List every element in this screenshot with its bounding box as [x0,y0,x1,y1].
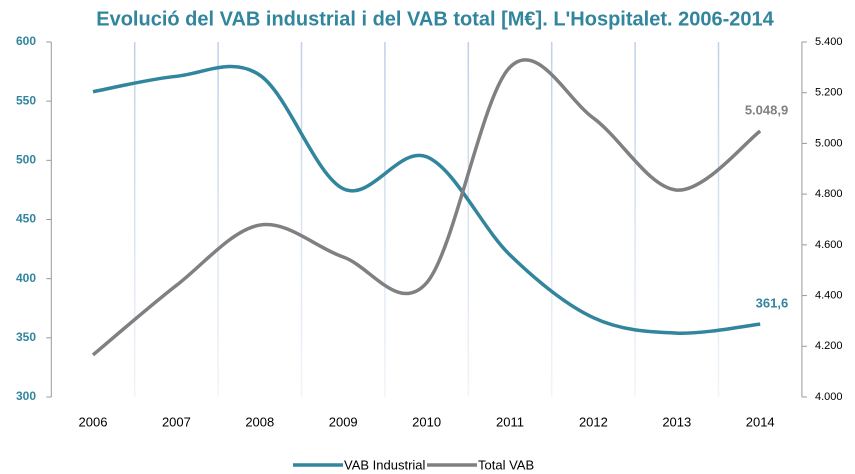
x-tick-label: 2013 [662,414,691,429]
legend-label: VAB Industrial [344,457,426,472]
grid-line [717,42,720,397]
y-tick-label: 450 [16,212,36,226]
grid-line [300,42,303,397]
grid-line [467,42,470,397]
grid-line [384,42,386,397]
x-tick-label: 2009 [329,414,358,429]
y2-tick-label: 5.200 [815,87,843,99]
x-tick-label: 2006 [79,414,108,429]
x-tick-label: 2010 [412,414,441,429]
x-tick-label: 2011 [496,414,524,429]
x-tick-label: 2007 [162,414,191,429]
series-line [91,58,762,357]
grid-line [217,42,219,397]
y2-tick-label: 5.400 [815,36,843,48]
y-tick-label: 500 [16,153,36,167]
series-line [92,64,761,335]
chart-title: Evolució del VAB industrial i del VAB to… [96,8,774,30]
y2-tick-label: 4.600 [815,239,843,251]
y-tick-label: 550 [16,93,36,107]
y2-tick-label: 5.000 [815,137,843,149]
x-tick-label: 2008 [245,414,274,429]
x-tick-label: 2014 [746,414,775,429]
y2-tick-label: 4.200 [815,340,843,352]
y-tick-label: 300 [16,389,36,403]
y2-tick-label: 4.400 [815,289,843,301]
y2-tick-label: 4.800 [815,188,843,200]
y-tick-label: 350 [16,330,36,344]
data-label: 5.048,9 [745,102,788,117]
legend-label: Total VAB [478,457,534,472]
x-tick-label: 2012 [579,414,608,429]
y-tick-label: 400 [16,271,36,285]
y2-tick-label: 4.000 [815,391,843,403]
grid-line [133,42,136,397]
grid-line [550,42,553,397]
y-tick-label: 600 [16,34,36,48]
data-label: 361,6 [756,296,789,311]
grid-line [634,42,636,397]
